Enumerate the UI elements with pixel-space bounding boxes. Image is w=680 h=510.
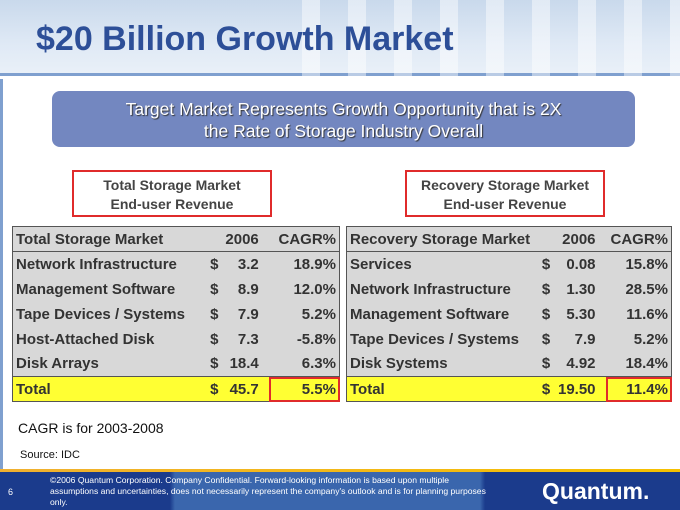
row-currency: $	[210, 280, 219, 298]
box-line1: Recovery Storage Market	[420, 177, 590, 193]
row-value: 1.30	[566, 280, 596, 298]
footer-accent-line	[0, 469, 680, 472]
title-band	[0, 0, 680, 76]
row-cagr: 18.4%	[625, 355, 668, 373]
header-year: 2006	[206, 226, 269, 252]
total-cagr: 11.4%	[605, 376, 672, 402]
row-cagr: 5.2%	[301, 305, 336, 323]
row-category: Disk Systems	[350, 355, 448, 373]
row-currency: $	[210, 355, 219, 373]
table-row: Disk Systems $ 4.92 18.4%	[347, 352, 672, 377]
row-category: Network Infrastructure	[16, 255, 177, 273]
row-cagr: 12.0%	[293, 280, 336, 298]
row-value: 4.92	[566, 355, 596, 373]
table-row: Services $ 0.08 15.8%	[347, 252, 672, 277]
header-cagr: CAGR%	[605, 226, 672, 252]
table-row: Host-Attached Disk $ 7.3 -5.8%	[13, 327, 340, 352]
total-value: 19.50	[553, 376, 606, 402]
row-currency: $	[210, 330, 219, 348]
row-category: Services	[350, 255, 412, 273]
row-category: Management Software	[350, 305, 510, 323]
left-accent-line	[0, 79, 3, 469]
row-category: Disk Arrays	[16, 355, 99, 373]
row-currency: $	[541, 255, 551, 273]
header-category: Recovery Storage Market	[346, 226, 539, 252]
row-cagr: -5.8%	[296, 330, 336, 348]
row-value: 0.08	[566, 255, 596, 273]
source-note: Source: IDC	[20, 449, 80, 461]
row-category: Management Software	[16, 280, 176, 298]
row-value: 3.2	[237, 255, 259, 273]
total-storage-table: Total Storage Market 2006 CAGR% Network …	[12, 226, 340, 402]
total-market-label-box: Total Storage Market End-user Revenue	[72, 170, 272, 217]
table-row: Network Infrastructure $ 1.30 28.5%	[347, 277, 672, 302]
row-value: 8.9	[237, 280, 259, 298]
row-cagr: 11.6%	[626, 305, 668, 323]
row-currency: $	[541, 330, 551, 348]
table-row: Management Software $ 5.30 11.6%	[347, 302, 672, 327]
row-category: Tape Devices / Systems	[350, 330, 519, 348]
row-cagr: 15.8%	[625, 255, 668, 273]
row-currency: $	[541, 355, 551, 373]
total-label: Total	[346, 376, 539, 402]
row-value: 7.3	[237, 330, 259, 348]
row-value: 5.30	[566, 305, 596, 323]
total-label: Total	[12, 376, 207, 402]
table-row: Disk Arrays $ 18.4 6.3%	[13, 352, 340, 377]
cagr-note: CAGR is for 2003-2008	[18, 420, 164, 436]
total-cagr: 5.5%	[268, 376, 340, 402]
headline-banner: Target Market Represents Growth Opportun…	[52, 91, 635, 147]
row-currency: $	[541, 305, 551, 323]
page-number: 6	[8, 487, 14, 497]
row-cagr: 5.2%	[633, 330, 668, 348]
row-currency: $	[210, 255, 219, 273]
page-title: $20 Billion Growth Market	[36, 20, 454, 58]
row-currency: $	[541, 280, 551, 298]
row-category: Tape Devices / Systems	[16, 305, 185, 323]
recovery-market-label-box: Recovery Storage Market End-user Revenue	[405, 170, 605, 217]
total-row: Total $ 19.50 11.4%	[346, 376, 672, 402]
banner-line2: the Rate of Storage Industry Overall	[203, 121, 484, 141]
row-value: 7.9	[574, 330, 596, 348]
quantum-logo: Quantum.	[542, 478, 650, 504]
table-header-row: Recovery Storage Market 2006 CAGR%	[346, 226, 672, 252]
table-row: Network Infrastructure $ 3.2 18.9%	[13, 252, 340, 277]
box-line1: Total Storage Market	[103, 177, 241, 193]
header-year: 2006	[538, 226, 606, 252]
box-line2: End-user Revenue	[443, 196, 567, 212]
total-value: 45.7	[222, 376, 269, 402]
table-row: Tape Devices / Systems $ 7.9 5.2%	[347, 327, 672, 352]
row-cagr: 18.9%	[293, 255, 336, 273]
banner-line1: Target Market Represents Growth Opportun…	[125, 99, 562, 119]
table-header-row: Total Storage Market 2006 CAGR%	[12, 226, 340, 252]
row-cagr: 28.5%	[625, 280, 668, 298]
recovery-storage-table: Recovery Storage Market 2006 CAGR% Servi…	[346, 226, 672, 402]
table-row: Management Software $ 8.9 12.0%	[13, 277, 340, 302]
header-category: Total Storage Market	[12, 226, 207, 252]
header-cagr: CAGR%	[268, 226, 340, 252]
table-row: Tape Devices / Systems $ 7.9 5.2%	[13, 302, 340, 327]
row-value: 18.4	[229, 355, 259, 373]
row-value: 7.9	[237, 305, 259, 323]
row-category: Network Infrastructure	[350, 280, 511, 298]
legal-text: ©2006 Quantum Corporation. Company Confi…	[50, 475, 486, 507]
footer: 6 ©2006 Quantum Corporation. Company Con…	[0, 472, 680, 510]
row-category: Host-Attached Disk	[16, 330, 155, 348]
total-currency: $	[538, 376, 554, 402]
total-currency: $	[206, 376, 223, 402]
row-currency: $	[210, 305, 219, 323]
row-cagr: 6.3%	[301, 355, 336, 373]
total-row: Total $ 45.7 5.5%	[12, 376, 340, 402]
box-line2: End-user Revenue	[110, 196, 234, 212]
